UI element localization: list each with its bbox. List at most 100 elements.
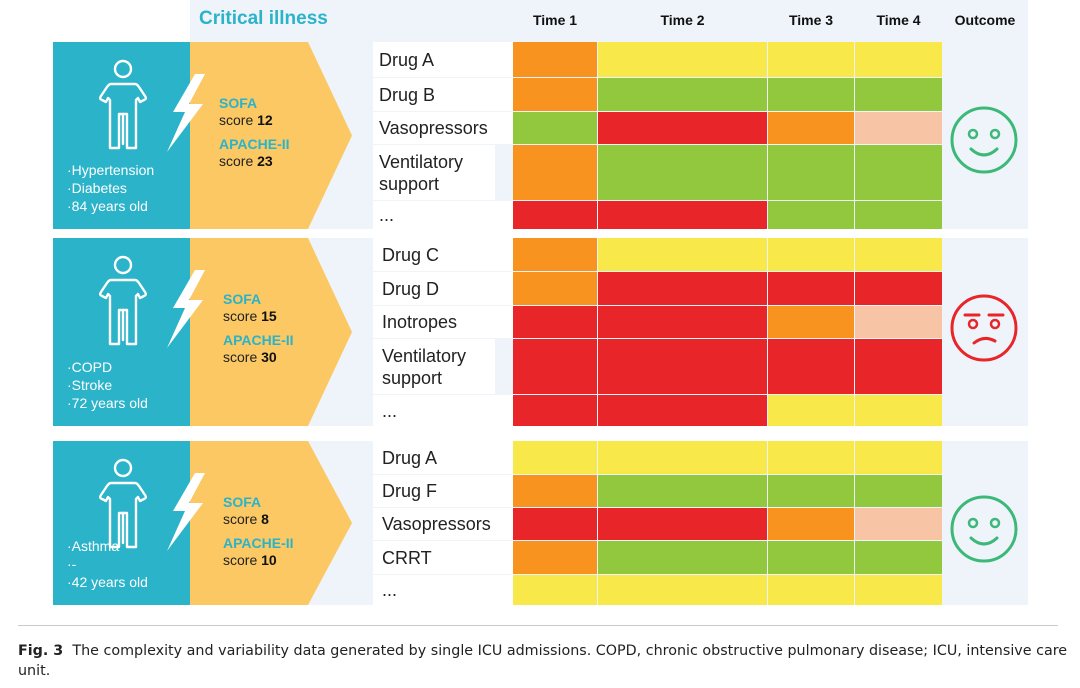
sofa-label: SOFA bbox=[219, 95, 258, 111]
status-cell bbox=[598, 541, 767, 574]
time-header-1: Time 1 bbox=[532, 12, 578, 28]
drug-label: Drug B bbox=[373, 78, 513, 111]
lightning-bolt-icon bbox=[167, 74, 205, 152]
status-cell bbox=[513, 475, 597, 507]
status-cell bbox=[513, 441, 597, 474]
status-cell bbox=[598, 201, 767, 229]
status-cell bbox=[768, 541, 854, 574]
patient-conditions: ·COPD ·Stroke ·72 years old bbox=[67, 358, 148, 412]
sofa-score-word: score bbox=[219, 112, 254, 128]
status-cell bbox=[855, 238, 942, 271]
status-cell bbox=[598, 575, 767, 605]
status-cell bbox=[855, 272, 942, 305]
severity-scores: SOFA score 8 APACHE-II score 10 bbox=[223, 494, 294, 569]
condition-item: ·- bbox=[67, 556, 77, 572]
apache-score-word: score bbox=[223, 552, 258, 568]
sofa-score-word: score bbox=[223, 511, 258, 527]
patient-card: ·Hypertension ·Diabetes ·84 years old bbox=[53, 42, 191, 229]
status-cell bbox=[768, 575, 854, 605]
status-cell bbox=[513, 78, 597, 111]
status-cell bbox=[855, 441, 942, 474]
lightning-bolt-icon bbox=[167, 473, 205, 551]
patient-figure-icon bbox=[99, 59, 147, 150]
status-cell bbox=[855, 201, 942, 229]
patient-figure-icon bbox=[99, 458, 147, 549]
status-cell bbox=[598, 306, 767, 338]
time-header-2: Time 2 bbox=[660, 12, 705, 28]
status-cell bbox=[768, 441, 854, 474]
status-cell bbox=[598, 112, 767, 144]
status-cell bbox=[855, 78, 942, 111]
status-cell bbox=[513, 339, 597, 394]
status-cell bbox=[513, 306, 597, 338]
status-cell bbox=[768, 201, 854, 229]
apache-label: APACHE-II bbox=[223, 535, 294, 551]
apache-score-value: 23 bbox=[257, 153, 273, 169]
apache-score-word: score bbox=[223, 349, 258, 365]
sofa-score-value: 8 bbox=[261, 511, 269, 527]
patient-conditions: ·Hypertension ·Diabetes ·84 years old bbox=[67, 161, 154, 215]
status-cell bbox=[855, 508, 942, 540]
status-cell bbox=[855, 145, 942, 200]
status-cell bbox=[598, 238, 767, 271]
status-cell bbox=[598, 441, 767, 474]
sofa-label: SOFA bbox=[223, 291, 262, 307]
sofa-score: score 15 bbox=[223, 308, 294, 325]
patient-card: ·COPD ·Stroke ·72 years old bbox=[53, 238, 191, 426]
status-cell bbox=[768, 508, 854, 540]
drug-label: Drug A bbox=[373, 441, 513, 474]
status-cell bbox=[855, 575, 942, 605]
status-cell bbox=[598, 475, 767, 507]
severity-scores: SOFA score 12 APACHE-II score 23 bbox=[219, 95, 290, 170]
status-cell bbox=[768, 339, 854, 394]
status-cell bbox=[513, 42, 597, 77]
status-cell bbox=[513, 541, 597, 574]
drug-label: ... bbox=[373, 201, 513, 229]
status-cell bbox=[513, 575, 597, 605]
status-cell bbox=[768, 475, 854, 507]
sofa-score: score 8 bbox=[223, 511, 294, 528]
sofa-label: SOFA bbox=[223, 494, 262, 510]
condition-item: ·84 years old bbox=[67, 198, 148, 214]
status-cell bbox=[855, 475, 942, 507]
patient-card: ·Asthma ·- ·42 years old bbox=[53, 441, 191, 605]
time-header-4: Time 4 bbox=[876, 12, 921, 28]
status-cell bbox=[768, 306, 854, 338]
status-cell bbox=[768, 78, 854, 111]
status-cell bbox=[768, 112, 854, 144]
drug-label: Vasopressors bbox=[373, 508, 513, 540]
status-cell bbox=[598, 508, 767, 540]
sad-face-icon bbox=[950, 294, 1018, 362]
apache-label: APACHE-II bbox=[223, 332, 294, 348]
sofa-score-value: 12 bbox=[257, 112, 273, 128]
drug-label: Ventilatory support bbox=[373, 145, 495, 200]
status-cell bbox=[513, 395, 597, 426]
critical-illness-title: Critical illness bbox=[190, 0, 370, 42]
condition-item: ·42 years old bbox=[67, 574, 148, 590]
sofa-score: score 12 bbox=[219, 112, 290, 129]
apache-score: score 10 bbox=[223, 552, 294, 569]
status-cell bbox=[513, 145, 597, 200]
status-cell bbox=[598, 339, 767, 394]
condition-item: ·Asthma bbox=[67, 538, 120, 554]
severity-arrow bbox=[190, 42, 352, 229]
status-cell bbox=[598, 78, 767, 111]
drug-label: ... bbox=[373, 575, 513, 605]
patient-figure-icon bbox=[99, 255, 147, 346]
apache-label: APACHE-II bbox=[219, 136, 290, 152]
apache-score: score 23 bbox=[219, 153, 290, 170]
condition-item: ·COPD bbox=[67, 359, 113, 375]
condition-item: ·Hypertension bbox=[67, 162, 155, 178]
caption-divider bbox=[18, 625, 1058, 626]
status-cell bbox=[855, 395, 942, 426]
severity-scores: SOFA score 15 APACHE-II score 30 bbox=[223, 291, 294, 366]
drug-label: Inotropes bbox=[373, 306, 513, 338]
lightning-bolt-icon bbox=[167, 270, 205, 348]
drug-label: Drug D bbox=[373, 272, 513, 305]
drug-label: Vasopressors bbox=[373, 112, 513, 144]
outcome-header: Outcome bbox=[954, 12, 1016, 28]
severity-arrow bbox=[190, 441, 352, 605]
status-cell bbox=[768, 145, 854, 200]
caption-label: Fig. 3 bbox=[18, 643, 64, 659]
status-cell bbox=[768, 42, 854, 77]
